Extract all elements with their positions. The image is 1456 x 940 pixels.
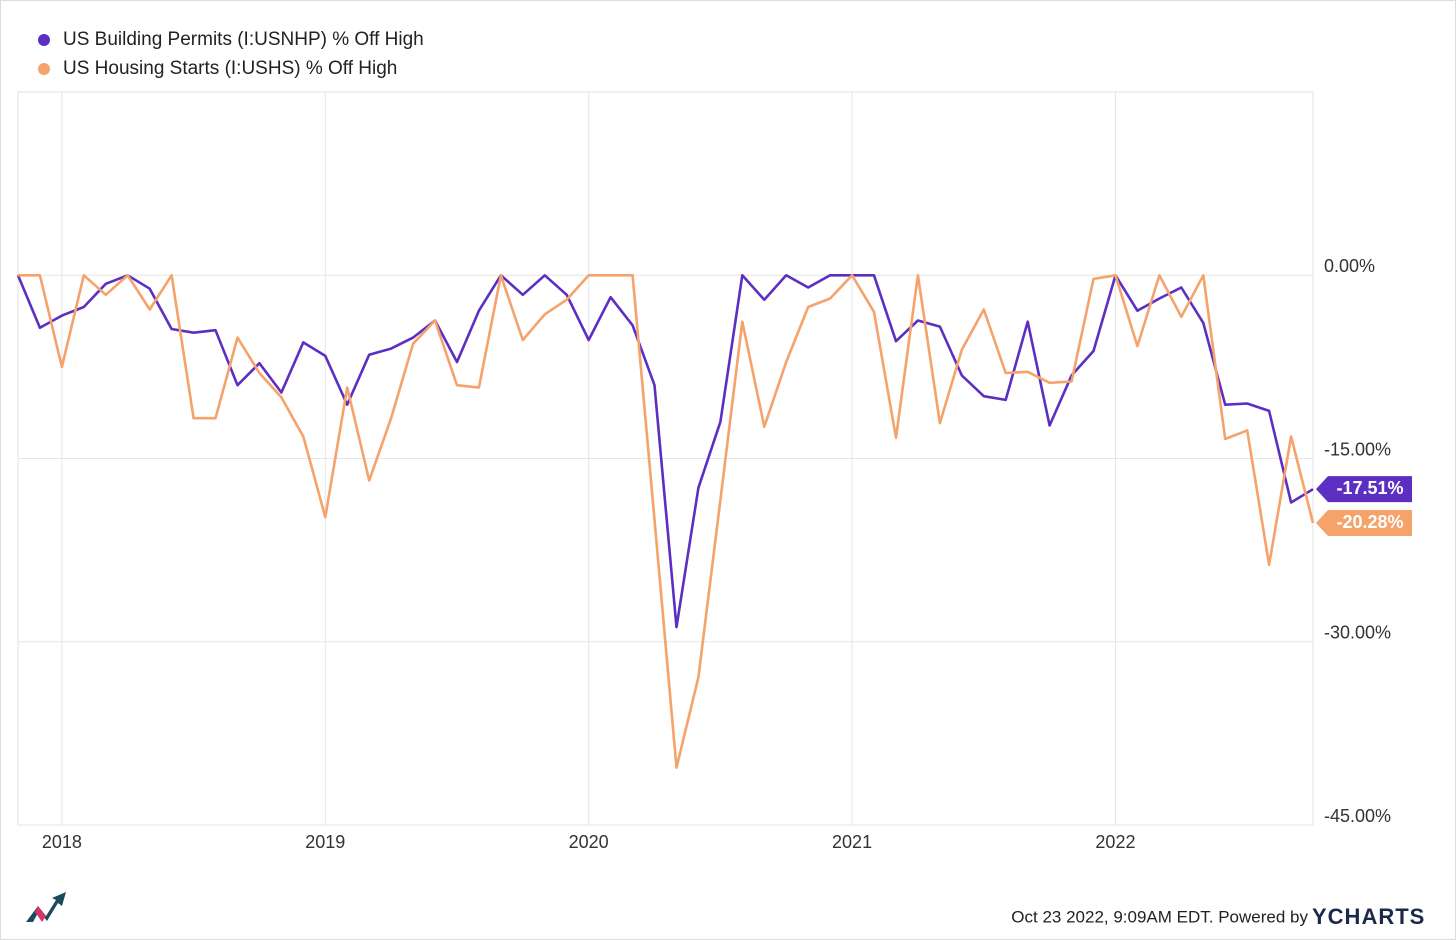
series-line [16, 274, 1314, 629]
legend-marker [38, 63, 50, 75]
x-tick-label: 2021 [832, 832, 872, 852]
y-tick-label: -30.00% [1324, 623, 1391, 643]
x-tick-label: 2022 [1095, 832, 1135, 852]
logo [26, 892, 66, 922]
end-badge [1316, 510, 1412, 537]
footer: Oct 23 2022, 9:09AM EDT. Powered by [1011, 907, 1308, 926]
y-tick-label: 0.00% [1324, 256, 1375, 276]
x-tick-label: 2020 [569, 832, 609, 852]
x-tick-label: 2019 [305, 832, 345, 852]
end-label: -17.51% [1336, 478, 1403, 498]
x-tick-label: 2018 [42, 832, 82, 852]
series-line [18, 274, 1315, 769]
y-tick-label: -45.00% [1324, 806, 1391, 826]
legend-label: US Building Permits (I:USNHP) % Off High [63, 29, 424, 50]
legend-label: US Housing Starts (I:USHS) % Off High [63, 58, 397, 79]
brand: YCHARTS [1312, 904, 1425, 929]
end-label: -20.28% [1336, 512, 1403, 532]
y-tick-label: -15.00% [1324, 439, 1391, 459]
legend-marker [38, 34, 50, 46]
end-badge [1316, 476, 1412, 503]
